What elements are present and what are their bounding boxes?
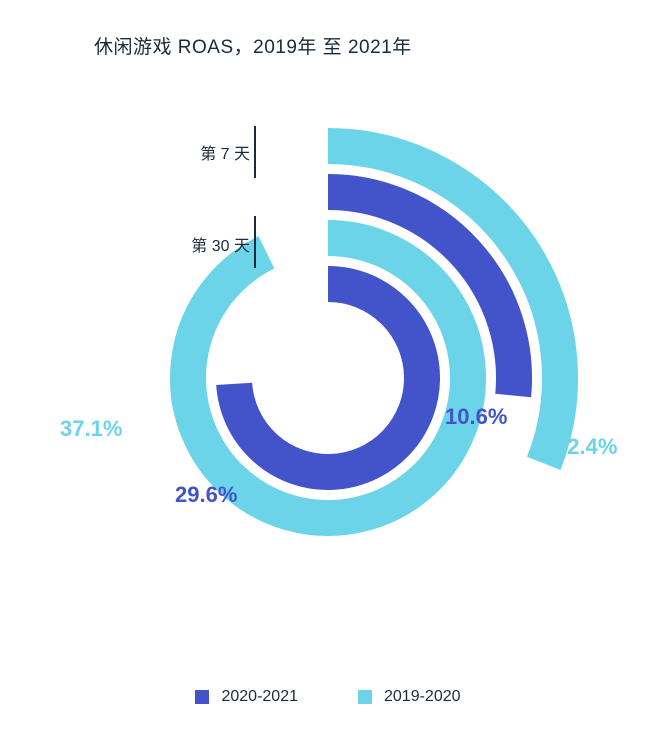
value-label-day30-2019: 37.1% xyxy=(60,416,122,442)
legend-label: 2020-2021 xyxy=(221,688,298,706)
chart-title: 休闲游戏 ROAS，2019年 至 2021年 xyxy=(94,32,412,59)
category-label-day30: 第 30 天 xyxy=(130,232,250,256)
legend-item-2020-2021: 2020-2021 xyxy=(195,688,298,706)
value-label-day7-2020: 10.6% xyxy=(445,404,507,430)
legend-label: 2019-2020 xyxy=(384,688,461,706)
arc-第 30 天-2020-2021 xyxy=(234,284,422,472)
legend: 2020-2021 2019-2020 xyxy=(0,688,656,706)
legend-item-2019-2020: 2019-2020 xyxy=(358,688,461,706)
chart-svg xyxy=(0,88,656,648)
value-label-day7-2019: 12.4% xyxy=(555,434,617,460)
legend-swatch-icon xyxy=(358,690,372,704)
category-label-day7: 第 7 天 xyxy=(130,140,250,164)
value-label-day30-2020: 29.6% xyxy=(175,482,237,508)
radial-chart: 第 7 天 第 30 天 12.4% 10.6% 37.1% 29.6% xyxy=(0,88,656,648)
legend-swatch-icon xyxy=(195,690,209,704)
